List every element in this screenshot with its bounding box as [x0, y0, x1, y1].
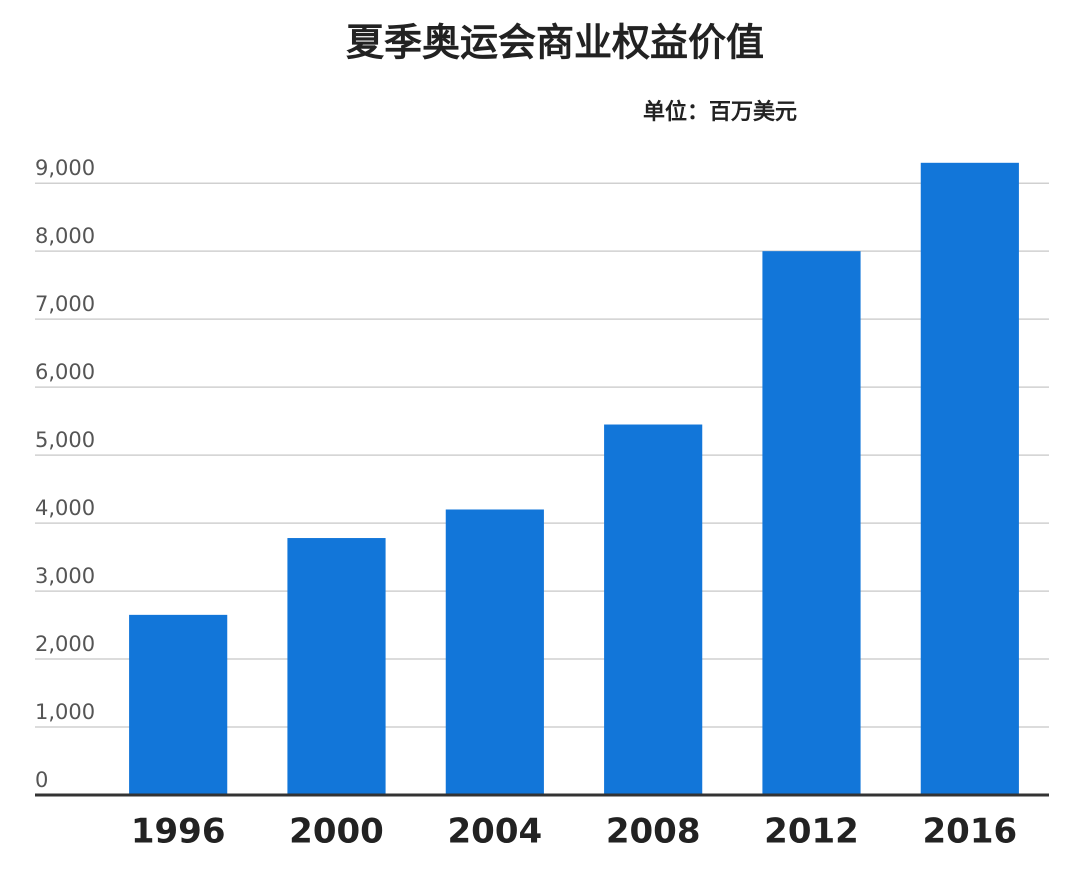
y-tick-label: 4,000	[35, 496, 95, 520]
y-tick-label: 5,000	[35, 428, 95, 452]
x-tick-label: 2008	[606, 812, 701, 852]
bar	[604, 424, 703, 795]
bar	[287, 538, 386, 795]
chart-subtitle: 单位：百万美元	[643, 99, 797, 125]
y-tick-label: 7,000	[35, 292, 95, 316]
x-tick-label: 2012	[764, 812, 859, 852]
chart-title: 夏季奥运会商业权益价值	[346, 21, 764, 65]
y-tick-label: 0	[35, 768, 48, 792]
y-tick-label: 2,000	[35, 632, 95, 656]
y-tick-label: 3,000	[35, 564, 95, 588]
bar	[762, 251, 861, 795]
y-tick-label: 9,000	[35, 156, 95, 180]
x-tick-label: 2004	[448, 812, 543, 852]
bar	[445, 509, 544, 795]
y-tick-label: 8,000	[35, 224, 95, 248]
y-tick-label: 1,000	[35, 700, 95, 724]
x-tick-label: 2000	[289, 812, 384, 852]
x-tick-label: 2016	[923, 812, 1018, 852]
x-tick-label: 1996	[131, 812, 226, 852]
bar	[920, 162, 1019, 796]
y-tick-label: 6,000	[35, 360, 95, 384]
bar	[129, 614, 228, 795]
